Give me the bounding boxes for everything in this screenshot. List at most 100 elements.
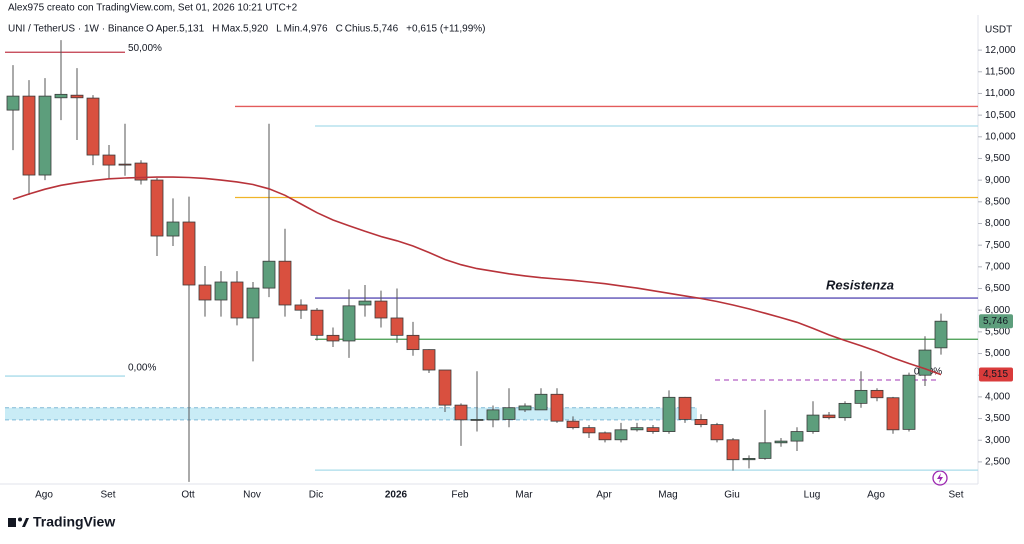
- candle-body: [118, 163, 132, 166]
- candle-body: [822, 414, 836, 419]
- candle-body: [150, 179, 164, 237]
- y-tick-label: 6,000: [985, 305, 1010, 316]
- candle-body: [406, 334, 420, 351]
- candle-body: [646, 427, 660, 432]
- price-tag: [979, 314, 1013, 329]
- candle-body: [102, 154, 116, 166]
- candle-body: [566, 420, 580, 429]
- candle-body: [22, 95, 36, 176]
- candle-body: [86, 97, 100, 156]
- x-tick-label: Mar: [515, 490, 533, 501]
- candle-body: [166, 221, 180, 237]
- y-tick-label: 10,500: [985, 110, 1016, 121]
- candle-body: [262, 260, 276, 289]
- y-unit: USDT: [985, 25, 1012, 36]
- candle-body: [518, 405, 532, 411]
- candle-body: [182, 221, 196, 286]
- x-tick-label: Apr: [596, 490, 612, 501]
- candle-body: [374, 300, 388, 319]
- candle-body: [422, 349, 436, 371]
- price-tag-label: 4,515: [983, 369, 1008, 380]
- candle-body: [790, 431, 804, 442]
- y-tick-label: 3,000: [985, 435, 1010, 446]
- x-tick-label: Dic: [309, 490, 323, 501]
- candle-body: [214, 281, 228, 301]
- logo-mark: [8, 518, 16, 527]
- y-tick-label: 3,500: [985, 413, 1010, 424]
- candle-body: [838, 402, 852, 419]
- x-tick-label: Set: [948, 490, 963, 501]
- candle-body: [726, 439, 740, 461]
- candle-body: [854, 389, 868, 404]
- legend-item: Max.5,920: [221, 24, 268, 35]
- candle-body: [758, 442, 772, 459]
- alert-icon-bolt: [937, 473, 943, 483]
- alert-icon[interactable]: [932, 470, 948, 486]
- y-tick-label: 2,500: [985, 457, 1010, 468]
- y-tick-label: 5,000: [985, 348, 1010, 359]
- y-tick-label: 11,000: [985, 88, 1015, 99]
- candle-body: [598, 432, 612, 441]
- candle-body: [614, 429, 628, 441]
- legend-item: L: [276, 24, 282, 35]
- candle-body: [710, 424, 724, 441]
- candle-body: [678, 396, 692, 420]
- candle-body: [582, 427, 596, 434]
- candle-body: [886, 397, 900, 431]
- y-tick-label: 6,500: [985, 283, 1010, 294]
- x-tick-label: Set: [100, 490, 115, 501]
- credit: Alex975 creato con TradingView.com, Set …: [8, 3, 298, 14]
- y-tick-label: 8,500: [985, 196, 1010, 207]
- legend-item: C: [336, 24, 343, 35]
- y-tick-label: 7,500: [985, 240, 1010, 251]
- y-tick-label: 8,000: [985, 218, 1010, 229]
- candle-body: [502, 407, 516, 420]
- legend-item: +0,615 (+11,99%): [406, 24, 485, 35]
- y-tick-label: 12,000: [985, 45, 1016, 56]
- logo: [8, 517, 29, 527]
- candle-body: [694, 419, 708, 426]
- candle-body: [454, 404, 468, 421]
- x-tick-label: Mag: [658, 490, 677, 501]
- legend-item: Chius.5,746: [345, 24, 399, 35]
- x-tick-label: 2026: [385, 490, 408, 501]
- candle-body: [358, 300, 372, 306]
- candle-body: [662, 396, 676, 432]
- logo-mark: [18, 517, 22, 522]
- level-label: 0,00%: [128, 363, 156, 374]
- level-label: Resistenza: [826, 277, 894, 292]
- candle-body: [774, 440, 788, 444]
- candle-body: [870, 389, 884, 399]
- candle-body: [294, 304, 308, 311]
- brand: TradingView: [33, 514, 115, 530]
- candle-body: [550, 393, 564, 422]
- y-tick-label: 5,500: [985, 326, 1010, 337]
- x-tick-label: Ago: [35, 490, 53, 501]
- candle-body: [742, 458, 756, 461]
- price-tag-label: 5,746: [983, 316, 1008, 327]
- candle-body: [134, 162, 148, 181]
- x-tick-label: Nov: [243, 490, 261, 501]
- candle-body: [246, 287, 260, 319]
- candle-body: [390, 317, 404, 336]
- candle-body: [470, 419, 484, 421]
- candle-body: [278, 260, 292, 306]
- candle-body: [310, 309, 324, 336]
- candle-body: [486, 409, 500, 421]
- y-tick-label: 11,500: [985, 66, 1015, 77]
- candle-body: [342, 305, 356, 342]
- price-tag: [979, 367, 1013, 382]
- y-tick-label: 4,000: [985, 392, 1010, 403]
- candle-body: [534, 393, 548, 411]
- y-tick-label: 7,000: [985, 261, 1010, 272]
- candle-body: [198, 284, 212, 301]
- candle-body: [806, 414, 820, 432]
- logo-mark: [22, 518, 29, 527]
- legend-item: O: [146, 24, 154, 35]
- x-tick-label: Giu: [724, 490, 740, 501]
- zone: [5, 407, 697, 420]
- candle-body: [70, 94, 84, 99]
